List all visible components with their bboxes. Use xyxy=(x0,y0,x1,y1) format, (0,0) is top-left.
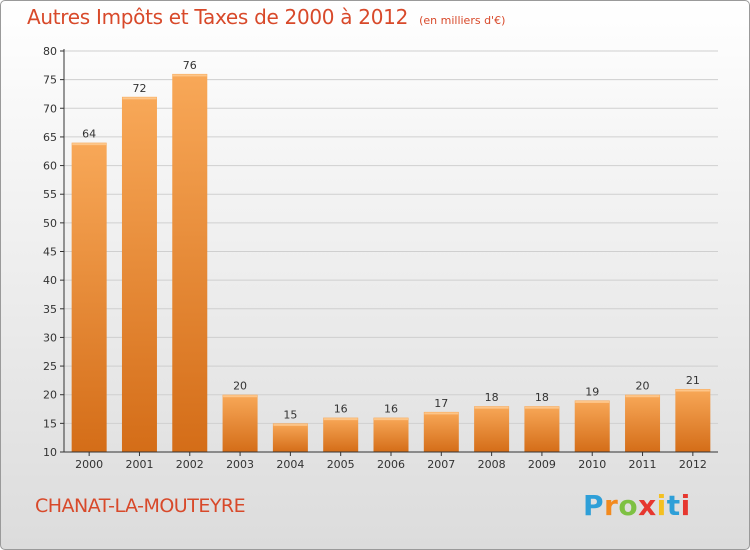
logo-letter: t xyxy=(666,489,681,522)
data-label: 64 xyxy=(82,128,96,141)
logo-letter: x xyxy=(638,489,657,522)
data-label: 19 xyxy=(585,385,599,398)
x-tick-label: 2006 xyxy=(377,458,405,471)
axes-group xyxy=(60,49,718,456)
y-tick-label: 80 xyxy=(43,45,57,58)
logo-letter: i xyxy=(656,489,667,522)
chart-unit: (en milliers d'€) xyxy=(419,14,506,27)
bar xyxy=(474,406,510,452)
y-tick-label: 40 xyxy=(43,274,57,287)
logo-letter: i xyxy=(680,489,691,522)
bar-highlight xyxy=(323,418,358,421)
data-label: 17 xyxy=(434,397,448,410)
grid-lines xyxy=(64,50,718,424)
logo-letter: P xyxy=(583,489,605,522)
bar xyxy=(323,417,359,452)
x-tick-label: 2004 xyxy=(276,458,304,471)
y-tick-label: 65 xyxy=(43,131,57,144)
x-tick-label: 2010 xyxy=(578,458,606,471)
y-tick-label: 15 xyxy=(43,417,57,430)
logo-letter: r xyxy=(604,489,619,522)
bar xyxy=(172,73,208,453)
bar-highlight xyxy=(273,423,308,426)
bar-highlight xyxy=(524,406,559,409)
x-tick-label: 2008 xyxy=(478,458,506,471)
bar xyxy=(373,417,409,452)
bar xyxy=(121,96,157,452)
chart-title: Autres Impôts et Taxes de 2000 à 2012 xyxy=(27,5,408,29)
y-tick-label: 60 xyxy=(43,160,57,173)
data-label: 76 xyxy=(183,59,197,72)
commune-name: CHANAT-LA-MOUTEYRE xyxy=(35,495,246,517)
y-tick-label: 70 xyxy=(43,102,57,115)
data-label: 18 xyxy=(485,391,499,404)
y-tick-label: 25 xyxy=(43,360,57,373)
labels-group: 10 15 20 25 30 35 40 45 50 55 60 65 70 75 80 64 2000 72 20… xyxy=(43,45,707,471)
bar xyxy=(574,400,610,452)
x-tick-label: 2002 xyxy=(176,458,204,471)
data-label: 18 xyxy=(535,391,549,404)
chart-title-block: Autres Impôts et Taxes de 2000 à 2012 (e… xyxy=(27,5,505,29)
data-label: 16 xyxy=(334,403,348,416)
bar xyxy=(524,406,560,452)
bar-highlight xyxy=(72,143,107,146)
bar-highlight xyxy=(575,400,610,403)
bar xyxy=(625,394,661,452)
bar-highlight xyxy=(172,74,207,77)
y-tick-label: 50 xyxy=(43,217,57,230)
proxiti-logo: Proxiti xyxy=(583,489,691,522)
bar-highlight xyxy=(424,412,459,415)
bar xyxy=(272,423,308,452)
x-tick-label: 2003 xyxy=(226,458,254,471)
data-label: 16 xyxy=(384,403,398,416)
x-tick-label: 2009 xyxy=(528,458,556,471)
bar-highlight xyxy=(625,395,660,398)
bars-group xyxy=(71,73,711,453)
y-tick-label: 75 xyxy=(43,74,57,87)
y-tick-label: 45 xyxy=(43,246,57,259)
x-tick-label: 2005 xyxy=(327,458,355,471)
bar-highlight xyxy=(474,406,509,409)
bar-highlight xyxy=(374,418,408,421)
data-label: 72 xyxy=(132,82,146,95)
y-tick-label: 55 xyxy=(43,188,57,201)
x-tick-label: 2000 xyxy=(75,458,103,471)
data-label: 20 xyxy=(233,380,247,393)
data-label: 21 xyxy=(686,374,700,387)
y-tick-label: 35 xyxy=(43,303,57,316)
bar-highlight xyxy=(675,389,710,392)
bar-highlight xyxy=(122,97,157,100)
x-tick-label: 2011 xyxy=(629,458,657,471)
bar-highlight xyxy=(223,395,258,398)
y-tick-label: 10 xyxy=(43,446,57,459)
bar xyxy=(222,394,258,452)
data-label: 20 xyxy=(636,380,650,393)
x-tick-label: 2001 xyxy=(125,458,153,471)
bar xyxy=(675,388,711,452)
data-label: 15 xyxy=(283,408,297,421)
bar xyxy=(71,142,107,452)
y-tick-label: 20 xyxy=(43,389,57,402)
bar xyxy=(423,411,459,452)
y-tick-label: 30 xyxy=(43,331,57,344)
x-tick-label: 2012 xyxy=(679,458,707,471)
logo-letter: o xyxy=(618,489,639,522)
x-tick-label: 2007 xyxy=(427,458,455,471)
